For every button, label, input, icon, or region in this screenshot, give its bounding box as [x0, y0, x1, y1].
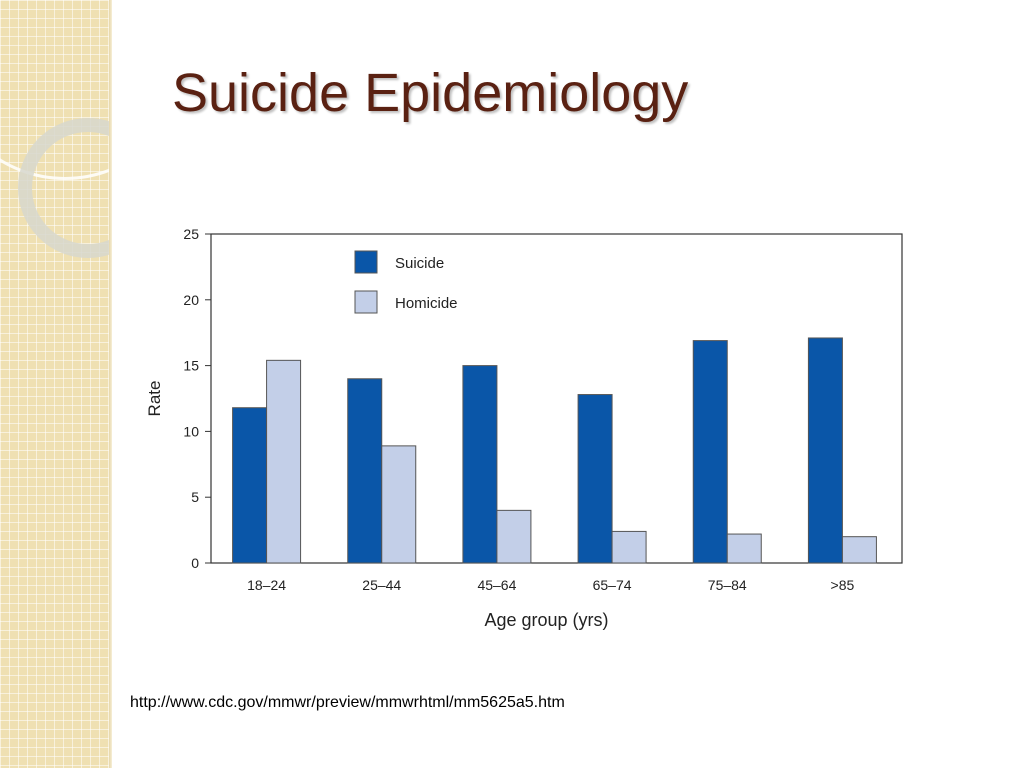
legend-label-suicide: Suicide: [395, 255, 444, 272]
y-tick-label: 25: [183, 226, 199, 242]
x-axis-label: Age group (yrs): [484, 610, 608, 630]
bar-homicide: [381, 445, 417, 564]
bar-homicide: [841, 536, 877, 564]
bar-chart: 0 5 10 15 20 25 Rate 18–24 25–44 45–64 65–74 75–84 >…: [145, 226, 903, 630]
legend-swatch-suicide: [354, 250, 378, 274]
x-tick-label: >85: [831, 577, 855, 593]
x-tick-label: 45–64: [477, 577, 516, 593]
slide-title: Suicide Epidemiology: [172, 63, 689, 123]
bar-suicide: [232, 407, 268, 564]
x-tick-label: 18–24: [247, 577, 286, 593]
bar-suicide: [462, 365, 498, 564]
plot-frame: [210, 233, 903, 564]
bar-suicide: [692, 340, 728, 564]
x-tick-label: 65–74: [593, 577, 632, 593]
bar-homicide: [611, 530, 647, 564]
y-tick-label: 20: [183, 292, 199, 308]
y-axis-label: Rate: [145, 381, 164, 417]
legend-label-homicide: Homicide: [395, 295, 458, 312]
legend-swatch-homicide: [354, 290, 378, 314]
bar-homicide: [266, 359, 302, 564]
y-tick-label: 10: [183, 423, 199, 439]
y-tick-label: 0: [191, 555, 199, 571]
decorative-side-strip: [0, 0, 112, 768]
y-tick-label: 15: [183, 358, 199, 374]
x-tick-label: 25–44: [362, 577, 401, 593]
x-tick-label: 75–84: [708, 577, 747, 593]
bar-homicide: [496, 509, 532, 564]
bar-homicide: [726, 533, 762, 564]
bar-suicide: [347, 378, 383, 564]
y-tick-label: 5: [191, 489, 199, 505]
bar-suicide: [807, 337, 843, 564]
bar-suicide: [577, 394, 613, 564]
source-link[interactable]: http://www.cdc.gov/mmwr/preview/mmwrhtml…: [130, 694, 565, 711]
